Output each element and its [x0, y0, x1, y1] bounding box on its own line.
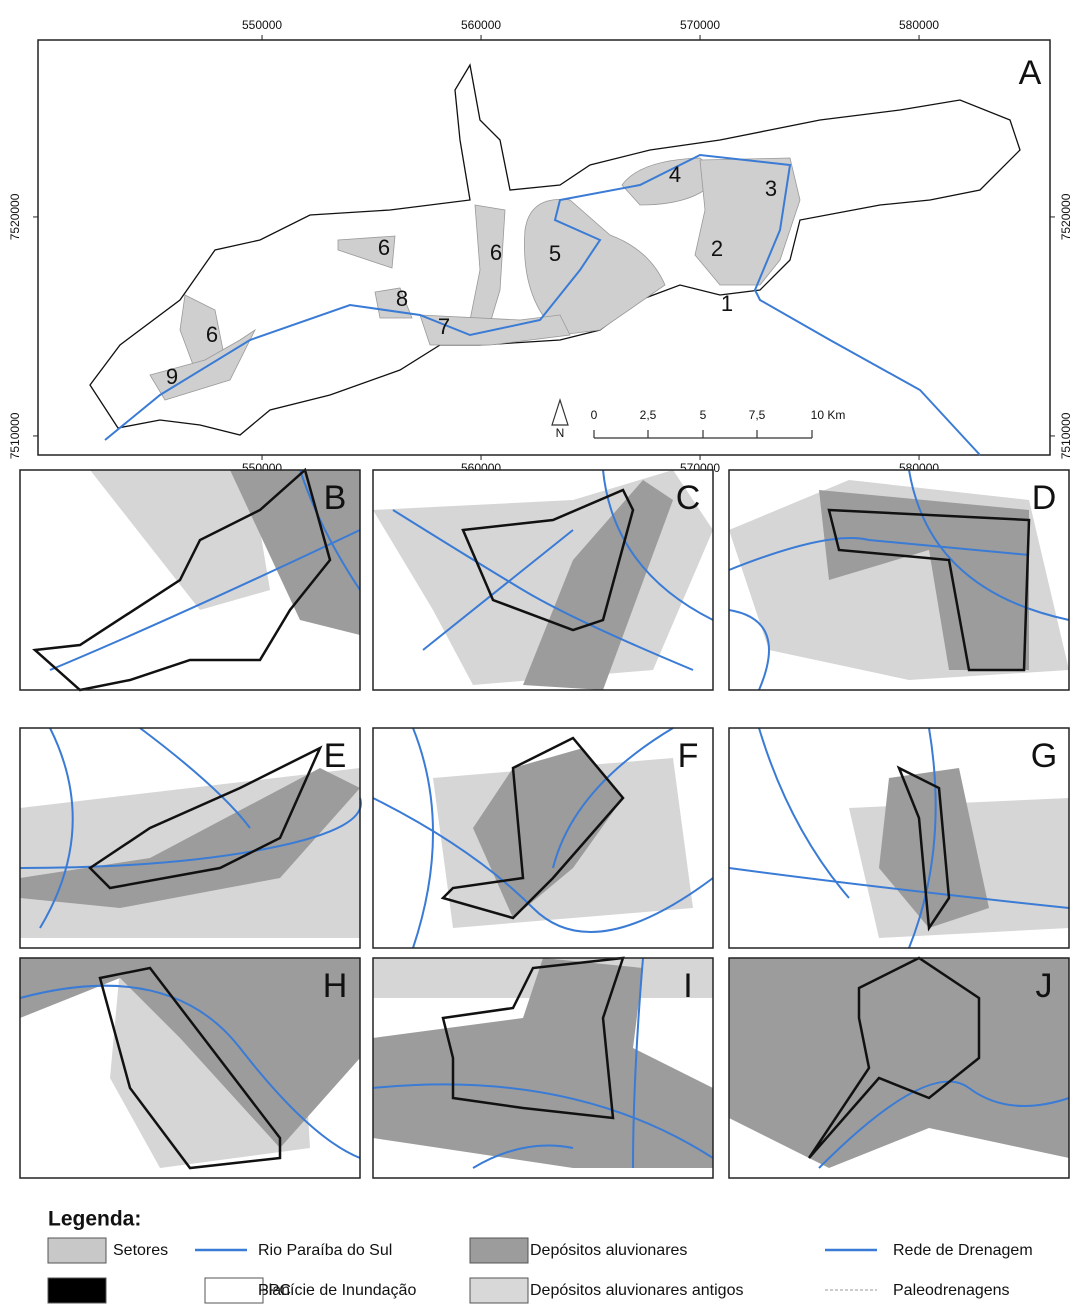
inset-panel: B — [20, 470, 360, 690]
panel-label: J — [1036, 967, 1053, 1005]
sector-label: 6 — [206, 322, 218, 347]
panel-label: C — [676, 479, 701, 517]
legend-label: Setores — [113, 1242, 168, 1259]
legend-label: Rio Paraíba do Sul — [258, 1242, 392, 1259]
panel-label: A — [1019, 54, 1042, 92]
inset-panel: I — [373, 958, 713, 1178]
legend-swatch — [48, 1238, 106, 1263]
x-tick-label: 580000 — [899, 18, 939, 32]
panel-label: E — [324, 737, 347, 775]
legend-title: Legenda: — [48, 1208, 141, 1231]
sector-label: 2 — [711, 236, 723, 261]
legend-label: Rede de Drenagem — [893, 1242, 1033, 1259]
sector-label: 6 — [378, 235, 390, 260]
y-tick-label: 7510000 — [1059, 412, 1073, 459]
sector-label: 8 — [396, 286, 408, 311]
x-tick-label: 550000 — [242, 18, 282, 32]
sector-label: 7 — [438, 314, 450, 339]
legend-swatch — [205, 1278, 263, 1303]
legend-label: Paleodrenagens — [893, 1282, 1010, 1299]
panel-label: B — [324, 479, 347, 517]
sector-label: 6 — [490, 240, 502, 265]
scale-label: 0 — [591, 408, 598, 422]
legend-swatch — [470, 1238, 528, 1263]
legend-label: Depósitos aluvionares — [530, 1242, 687, 1259]
scale-label: 5 — [700, 408, 707, 422]
inset-panel: C — [373, 470, 713, 690]
panel-label: D — [1032, 479, 1057, 517]
sector-label: 5 — [549, 241, 561, 266]
alluvial-deposits — [729, 958, 1069, 1168]
panel-label: H — [323, 967, 348, 1005]
panel-label: F — [678, 737, 699, 775]
panel-label: I — [683, 967, 692, 1005]
y-tick-label: 7510000 — [8, 412, 22, 459]
inset-panel: G — [729, 728, 1069, 948]
y-tick-label: 7520000 — [8, 193, 22, 240]
sector-label: 4 — [669, 162, 681, 187]
legend-swatch — [48, 1278, 106, 1303]
x-tick-label: 560000 — [461, 18, 501, 32]
inset-panel: E — [20, 728, 361, 948]
panels: B C D E F G H I J — [20, 470, 1069, 1178]
sector-label: 1 — [721, 291, 733, 316]
legend-label: Depósitos aluvionares antigos — [530, 1282, 743, 1299]
sector-label: 3 — [765, 176, 777, 201]
legend-swatch — [470, 1278, 528, 1303]
inset-panel: H — [20, 958, 360, 1178]
y-tick-label: 7520000 — [1059, 193, 1073, 240]
panel-label: G — [1031, 737, 1057, 775]
x-tick-label: 570000 — [680, 18, 720, 32]
north-label: N — [556, 426, 565, 440]
figure: N A 550000550000560000560000570000570000… — [0, 0, 1083, 1315]
scale-label: 2,5 — [640, 408, 657, 422]
sector-label: 9 — [166, 364, 178, 389]
inset-panel: D — [729, 470, 1069, 690]
inset-panel: J — [729, 958, 1069, 1178]
scale-label: 10 Km — [811, 408, 846, 422]
legend-label: Planície de Inundação — [258, 1282, 416, 1299]
scale-label: 7,5 — [749, 408, 766, 422]
inset-panel: F — [373, 728, 713, 948]
